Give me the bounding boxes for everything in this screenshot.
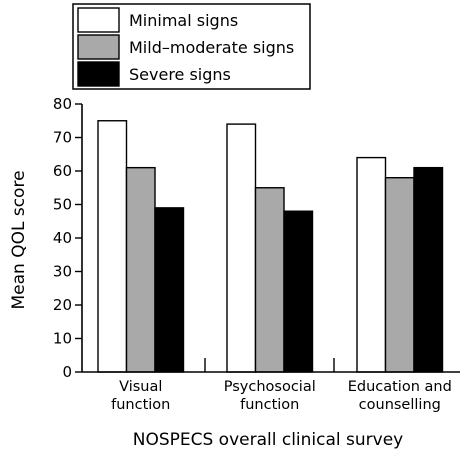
bar-severe (413, 166, 444, 373)
y-tick-label: 20 (53, 296, 72, 314)
y-tick-label: 30 (53, 263, 72, 281)
bar-mild-moderate (125, 166, 156, 373)
legend-label: Severe signs (129, 65, 231, 84)
bar-minimal (356, 156, 387, 373)
legend: Minimal signs Mild–moderate signs Severe s… (72, 3, 311, 90)
bar-severe (283, 210, 314, 373)
legend-label: Minimal signs (129, 11, 238, 30)
y-axis-title: Mean QOL score (9, 170, 29, 309)
x-category-label: Psychosocial (224, 379, 316, 395)
x-category-label: Visual (119, 379, 162, 395)
y-tick-label: 0 (62, 363, 72, 381)
x-axis-title: NOSPECS overall clinical survey (133, 430, 404, 450)
legend-label: Mild–moderate signs (129, 38, 294, 57)
bar-mild-moderate (254, 187, 285, 373)
bar-minimal (97, 120, 128, 373)
bar-mild-moderate (384, 176, 415, 373)
axes: 0 10 20 30 40 50 60 70 80 Visual function Psychosoc… (53, 95, 460, 413)
x-category-label: counselling (359, 397, 441, 413)
y-tick-label: 40 (53, 229, 72, 247)
x-category-label: function (111, 397, 170, 413)
bars (97, 120, 444, 373)
legend-swatch (77, 61, 120, 87)
x-category-label: Education and (348, 379, 452, 395)
y-tick-label: 70 (53, 129, 72, 147)
y-tick-label: 50 (53, 196, 72, 214)
bar-severe (154, 207, 185, 373)
bar-minimal (226, 123, 257, 373)
y-tick-label: 80 (53, 95, 72, 113)
y-tick-label: 60 (53, 162, 72, 180)
y-tick-label: 10 (53, 330, 72, 348)
x-category-label: function (240, 397, 299, 413)
legend-swatch (77, 7, 120, 33)
legend-swatch (77, 34, 120, 60)
